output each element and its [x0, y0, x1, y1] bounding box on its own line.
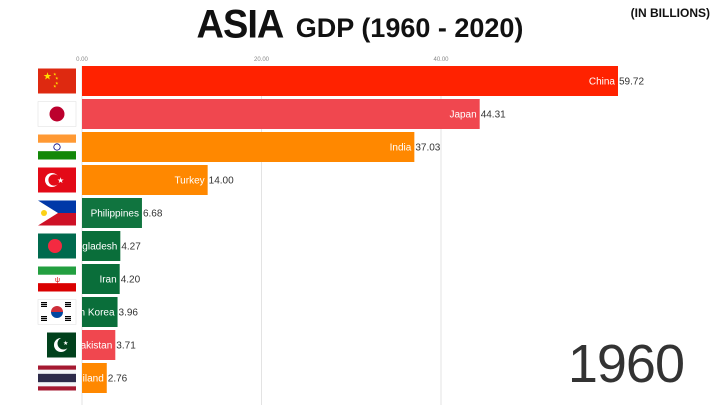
svg-text:ψ: ψ: [55, 277, 60, 284]
pakistan-flag-icon: ★: [38, 332, 76, 358]
bar: [82, 264, 120, 294]
value-label: 44.31: [481, 110, 506, 121]
bar-label: Japan: [449, 110, 476, 121]
bangladesh-flag-icon: [38, 233, 76, 259]
philippines-flag-icon: [38, 200, 76, 226]
bar: [82, 330, 116, 360]
bar-label: gladesh: [82, 242, 117, 253]
thailand-flag-icon: [38, 365, 76, 391]
value-label: 14.00: [209, 176, 234, 187]
bar-label: Philippines: [91, 209, 139, 220]
units-label: (IN BILLIONS): [630, 6, 710, 20]
svg-text:★: ★: [53, 72, 57, 77]
bar: [82, 363, 107, 393]
value-label: 3.71: [116, 341, 136, 352]
value-label: 3.96: [119, 308, 139, 319]
bar: [82, 198, 142, 228]
value-label: 4.20: [121, 275, 141, 286]
south-korea-flag-icon: [37, 299, 77, 325]
svg-text:★: ★: [55, 81, 59, 86]
value-label: 37.03: [415, 143, 440, 154]
bar-label: h Korea: [80, 308, 115, 319]
bar-label: China: [589, 77, 616, 88]
china-flag-icon: ★ ★★★★: [38, 68, 76, 94]
svg-text:★: ★: [57, 176, 64, 185]
chart-title: ASIA GDP (1960 - 2020): [0, 2, 720, 48]
value-label: 4.27: [121, 242, 141, 253]
bar-label: Iran: [99, 275, 116, 286]
bar-label: iland: [83, 374, 104, 385]
bar: [82, 132, 415, 162]
india-flag-icon: [38, 134, 76, 160]
value-label: 59.72: [619, 77, 644, 88]
bar: [82, 66, 618, 96]
year-label: 1960: [567, 334, 685, 394]
x-tick-label: 20.00: [254, 57, 270, 63]
iran-flag-icon: ψ: [38, 266, 76, 292]
title-sub: GDP (1960 - 2020): [295, 13, 524, 43]
bar-label: akistan: [81, 341, 113, 352]
value-label: 2.76: [108, 374, 128, 385]
bar: [82, 297, 118, 327]
svg-text:★: ★: [63, 340, 68, 347]
value-label: 6.68: [143, 209, 163, 220]
japan-flag-icon: [37, 101, 77, 127]
x-tick-label: 0.00: [76, 57, 88, 63]
turkey-flag-icon: ★: [38, 167, 76, 193]
bar-label: India: [390, 143, 412, 154]
svg-text:★: ★: [55, 76, 59, 81]
title-main: ASIA: [196, 2, 285, 48]
bar: [82, 165, 208, 195]
bar: [82, 231, 121, 261]
bar: [82, 99, 480, 129]
bar-label: Turkey: [174, 176, 204, 187]
svg-text:★: ★: [53, 84, 57, 89]
svg-text:★: ★: [43, 72, 52, 83]
x-tick-label: 40.00: [434, 57, 450, 63]
